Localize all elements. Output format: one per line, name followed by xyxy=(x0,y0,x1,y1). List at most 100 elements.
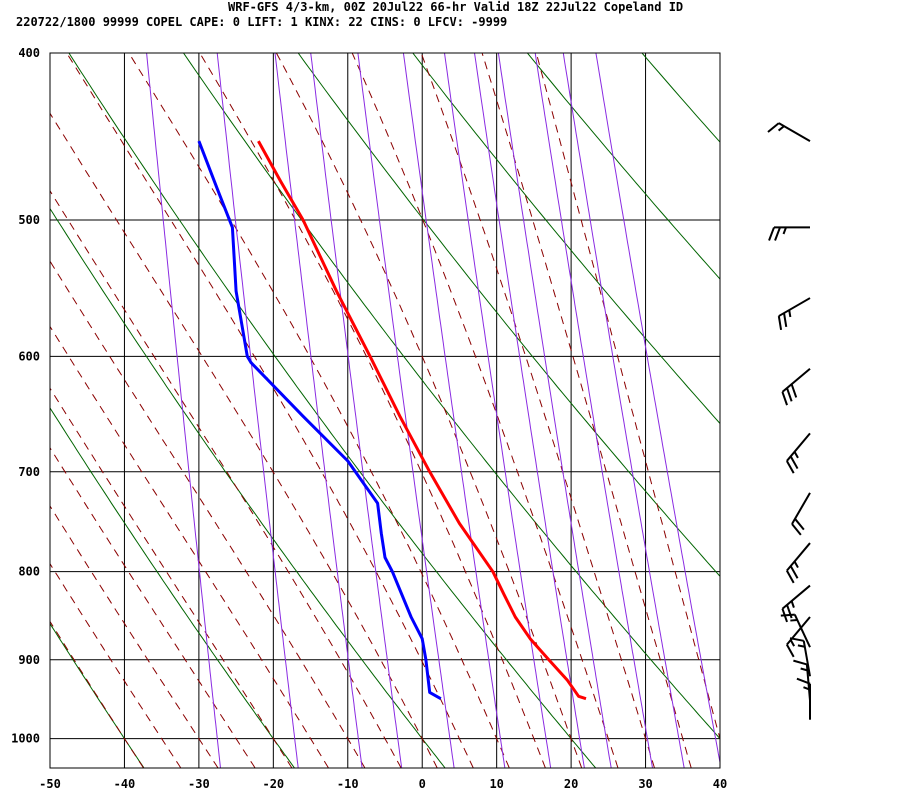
moist-adiabat xyxy=(50,112,438,768)
mixing-ratio-line xyxy=(357,53,455,768)
wind-barb-half-flag xyxy=(793,560,799,569)
wind-barb-half-flag xyxy=(788,309,792,318)
wind-barbs xyxy=(767,122,811,720)
y-tick-label: 800 xyxy=(18,565,40,579)
wind-barb-flag xyxy=(780,613,795,617)
wind-barb-flag xyxy=(789,455,799,470)
header-title: WRF-GFS 4/3-km, 00Z 20Jul22 66-hr Valid … xyxy=(228,0,683,14)
wind-barb-half-flag xyxy=(793,451,799,459)
wind-barb-flag xyxy=(777,315,783,331)
x-tick-label: 30 xyxy=(638,777,652,791)
moist-adiabat xyxy=(275,53,583,768)
dry-adiabat xyxy=(641,53,720,143)
wind-barb-flag xyxy=(789,565,799,579)
wind-barb-flag xyxy=(794,518,805,531)
moist-adiabat xyxy=(50,446,256,768)
x-tick-label: -10 xyxy=(337,777,359,791)
y-tick-label: 1000 xyxy=(11,732,40,746)
moist-adiabat xyxy=(66,53,474,768)
wind-barb-flag xyxy=(790,383,798,398)
wind-barb-flag xyxy=(789,637,804,642)
moist-adiabat xyxy=(481,53,692,768)
wind-barb-half-flag xyxy=(790,600,795,608)
wind-barb-flag xyxy=(791,523,802,536)
moist-adiabat xyxy=(351,53,619,768)
y-tick-label: 500 xyxy=(18,213,40,227)
background-lines xyxy=(50,53,900,768)
wind-barb-half-flag xyxy=(790,619,798,622)
mixing-ratio-line xyxy=(216,53,299,768)
x-tick-label: -50 xyxy=(39,777,61,791)
wind-barb-flag xyxy=(785,644,795,658)
mixing-ratio-line xyxy=(146,53,221,768)
wind-barb-flag xyxy=(774,227,781,241)
wind-barb xyxy=(781,584,811,623)
wind-barb-flag xyxy=(793,659,808,666)
wind-barb xyxy=(791,492,811,536)
x-tick-label: 0 xyxy=(419,777,426,791)
temperature-profile xyxy=(257,140,587,701)
header-indices: 220722/1800 99999 COPEL CAPE: 0 LIFT: 1 … xyxy=(16,15,507,29)
wind-barb-half-flag xyxy=(777,125,785,132)
wind-barb-flag xyxy=(786,387,793,402)
moist-adiabat xyxy=(199,53,546,768)
mixing-ratio-line xyxy=(595,53,720,766)
x-tick-label: 20 xyxy=(564,777,578,791)
wind-barb xyxy=(767,122,811,143)
dry-adiabat xyxy=(50,407,295,768)
moist-adiabat xyxy=(50,325,329,768)
dry-adiabat xyxy=(297,53,720,578)
wind-barb-flag xyxy=(781,391,788,406)
moist-adiabat xyxy=(50,387,293,768)
dry-adiabat xyxy=(757,53,900,768)
wind-barb-half-flag xyxy=(800,667,808,672)
moist-adiabat xyxy=(50,189,402,768)
wind-barb xyxy=(785,432,811,474)
wind-barb xyxy=(781,368,811,406)
mixing-ratio-line xyxy=(534,53,653,768)
wind-barb xyxy=(789,637,811,677)
y-tick-label: 600 xyxy=(18,349,40,363)
wind-barb xyxy=(768,226,810,241)
wind-barb-flag xyxy=(783,312,788,328)
dry-adiabat xyxy=(50,207,446,768)
wind-barb-flag xyxy=(767,122,780,133)
wind-barb xyxy=(780,613,811,648)
x-tick-label: 10 xyxy=(489,777,503,791)
wind-barb-flag xyxy=(785,570,795,584)
dry-adiabat xyxy=(871,53,900,768)
wind-barb-half-flag xyxy=(782,227,787,235)
x-tick-label: -30 xyxy=(188,777,210,791)
wind-barb-flag xyxy=(785,460,795,474)
x-tick-label: -20 xyxy=(262,777,284,791)
mixing-ratio-line xyxy=(474,53,585,768)
mixing-ratio-line xyxy=(274,53,363,768)
mixing-ratio-line xyxy=(310,53,403,768)
dry-adiabat xyxy=(50,622,145,768)
wind-barb-half-flag xyxy=(797,644,805,648)
dry-adiabat xyxy=(527,53,720,280)
dry-adiabat xyxy=(412,53,720,425)
y-tick-label: 400 xyxy=(18,46,40,60)
mixing-ratio-line xyxy=(562,53,685,768)
moist-adiabat xyxy=(420,53,655,768)
wind-barb-half-flag xyxy=(803,686,811,691)
wind-barb-flag xyxy=(796,677,811,685)
x-tick-label: -40 xyxy=(114,777,136,791)
sounding-profiles xyxy=(197,140,587,701)
axis-tick-labels: -50 -40 -30 -20 -10 0 10 20 30 40 400 500 600 700 800 9… xyxy=(11,46,727,791)
dewpoint-profile xyxy=(197,140,442,701)
plot-frame xyxy=(49,52,721,769)
wind-barb xyxy=(785,542,811,584)
mixing-ratio-line xyxy=(402,53,506,768)
wind-barb xyxy=(785,616,811,658)
dry-adiabat xyxy=(68,53,597,768)
moist-adiabat xyxy=(535,53,720,741)
wind-barb xyxy=(796,677,811,720)
wind-barb xyxy=(777,297,811,331)
mixing-ratio-line xyxy=(497,53,612,768)
grid-lines xyxy=(50,53,720,768)
wind-barb-flag xyxy=(768,227,775,241)
y-tick-label: 700 xyxy=(18,465,40,479)
x-tick-label: 40 xyxy=(713,777,727,791)
